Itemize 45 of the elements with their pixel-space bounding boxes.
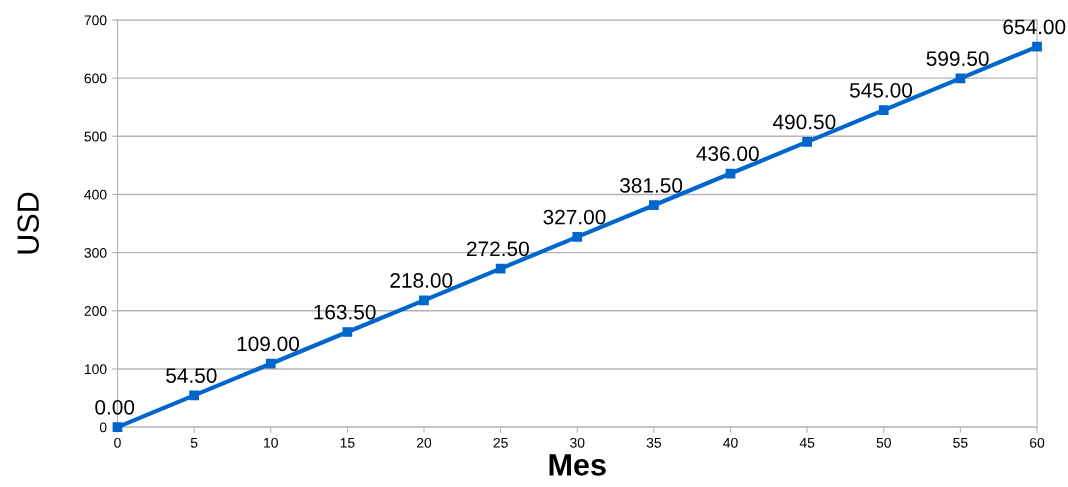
x-tick-label: 35 — [646, 437, 662, 448]
y-tick-label: 0 — [99, 422, 107, 433]
point — [878, 105, 889, 115]
data-label: 490.50 — [772, 114, 836, 130]
data-label: 599.50 — [926, 51, 989, 66]
point — [1032, 41, 1042, 52]
data-label: 54.50 — [166, 368, 217, 383]
x-tick-label: 0 — [114, 437, 121, 448]
x-tick-label: 60 — [1030, 437, 1045, 448]
data-label: 218.00 — [390, 273, 453, 288]
x-tick-label: 15 — [340, 438, 355, 448]
y-tick-label: 700 — [84, 15, 107, 26]
x-tick-label: 10 — [264, 437, 278, 448]
x-tick-label: 40 — [723, 437, 738, 448]
data-label: 109.00 — [237, 336, 300, 352]
data-label: 327.00 — [543, 209, 606, 225]
y-tick-label: 200 — [84, 306, 107, 316]
x-tick-label: 30 — [570, 437, 585, 448]
x-axis-title: Mes — [549, 454, 606, 476]
y-tick-label: 100 — [84, 364, 107, 375]
y-axis-title: USD — [17, 192, 39, 254]
y-tick-label: 600 — [84, 73, 107, 84]
point — [265, 358, 276, 369]
data-label: 654.00 — [1003, 19, 1066, 35]
data-label: 381.50 — [620, 178, 683, 193]
point — [419, 295, 429, 306]
x-tick-label: 50 — [876, 437, 891, 448]
point — [342, 327, 353, 337]
x-tick-label: 5 — [190, 438, 198, 448]
point — [189, 390, 199, 401]
x-tick-label: 45 — [799, 438, 815, 448]
y-tick-label: 300 — [84, 247, 107, 258]
data-label: 163.50 — [314, 304, 376, 320]
y-tick-label: 500 — [84, 131, 107, 142]
data-label: 545.00 — [849, 82, 913, 98]
data-label: 0.00 — [95, 399, 135, 415]
point — [649, 200, 659, 211]
point — [802, 136, 813, 147]
x-tick-label: 25 — [493, 437, 508, 448]
data-label: 436.00 — [696, 146, 759, 162]
x-tick-label: 55 — [953, 438, 968, 448]
data-label: 272.50 — [467, 241, 529, 257]
point — [572, 232, 583, 242]
y-tick-label: 400 — [84, 189, 107, 200]
x-tick-label: 20 — [416, 437, 432, 448]
